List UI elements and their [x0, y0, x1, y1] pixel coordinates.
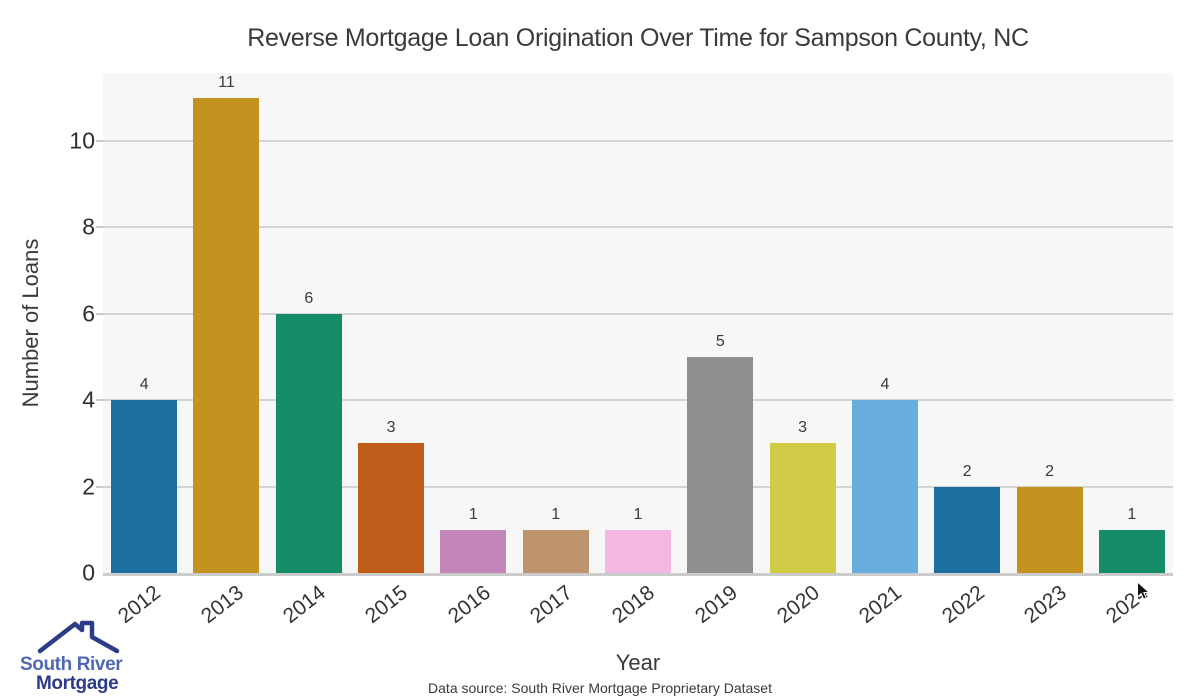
y-tick-mark: [96, 139, 103, 142]
bar-2023: [1016, 487, 1083, 573]
bar-value-label-2014: 6: [304, 290, 314, 307]
data-source-note: Data source: South River Mortgage Propri…: [428, 680, 772, 696]
x-tick-label-2016: 2016: [443, 581, 495, 628]
x-tick-label-2017: 2017: [525, 581, 577, 628]
bar-value-label-2024: 1: [1127, 506, 1137, 523]
bar-value-label-2021: 4: [880, 376, 890, 393]
bar-2022: [934, 487, 1001, 573]
x-tick-label-2023: 2023: [1019, 581, 1071, 628]
bar-2014: [275, 314, 342, 573]
bar-2019: [687, 357, 754, 573]
x-tick-label-2018: 2018: [608, 581, 660, 628]
y-tick-label: 10: [69, 127, 95, 154]
x-tick-label-2014: 2014: [278, 581, 330, 628]
bar-value-label-2015: 3: [386, 419, 396, 436]
bar-2024: [1098, 530, 1165, 573]
gridline-10: [103, 139, 1173, 142]
y-tick-mark: [96, 226, 103, 229]
bar-value-label-2017: 1: [551, 506, 561, 523]
bar-2012: [111, 400, 178, 573]
bar-value-label-2020: 3: [798, 419, 808, 436]
gridline-4: [103, 399, 1173, 402]
y-tick-label: 8: [82, 213, 95, 240]
plot-area: 4 11 6 3 1 1 1 5 3 4 2 2 1: [103, 73, 1173, 576]
bar-value-label-2023: 2: [1045, 463, 1054, 480]
y-tick-label: 2: [82, 473, 95, 500]
gridline-2: [103, 485, 1173, 488]
y-tick-label: 4: [82, 386, 95, 413]
chart-title: Reverse Mortgage Loan Origination Over T…: [247, 24, 1029, 52]
bar-2016: [440, 530, 507, 573]
x-tick-label-2022: 2022: [937, 581, 989, 628]
y-tick-label: 0: [82, 559, 95, 586]
bar-value-label-2022: 2: [962, 463, 972, 480]
bar-2018: [605, 530, 671, 573]
y-tick-mark: [96, 399, 103, 402]
x-tick-label-2020: 2020: [772, 581, 824, 628]
bar-2015: [358, 443, 425, 573]
logo: South River Mortgage: [20, 620, 150, 698]
x-tick-label-2015: 2015: [361, 581, 413, 628]
bar-value-label-2016: 1: [468, 506, 478, 523]
y-tick-mark: [96, 485, 103, 488]
bar-value-label-2012: 4: [139, 376, 149, 393]
bar-value-label-2013: 11: [218, 74, 235, 91]
logo-text-line2: Mortgage: [36, 673, 119, 694]
x-tick-label-2013: 2013: [196, 581, 248, 628]
gridline-8: [103, 226, 1173, 229]
bar-2017: [522, 530, 589, 573]
x-axis-label: Year: [615, 650, 661, 675]
y-tick-mark: [96, 312, 103, 315]
y-tick-label: 6: [82, 300, 95, 327]
bar-value-label-2018: 1: [633, 506, 643, 523]
bar-value-label-2019: 5: [715, 333, 725, 350]
mouse-cursor: [1137, 581, 1151, 600]
gridline-6: [103, 312, 1173, 315]
y-axis-label: Number of Loans: [18, 238, 43, 408]
bar-2020: [769, 443, 836, 573]
logo-text-line1: South River: [20, 654, 123, 675]
bar-2013: [193, 98, 260, 573]
x-tick-label-2021: 2021: [855, 581, 907, 628]
x-tick-label-2019: 2019: [690, 581, 742, 628]
bar-2021: [851, 400, 918, 573]
house-roof-icon: [37, 620, 120, 654]
